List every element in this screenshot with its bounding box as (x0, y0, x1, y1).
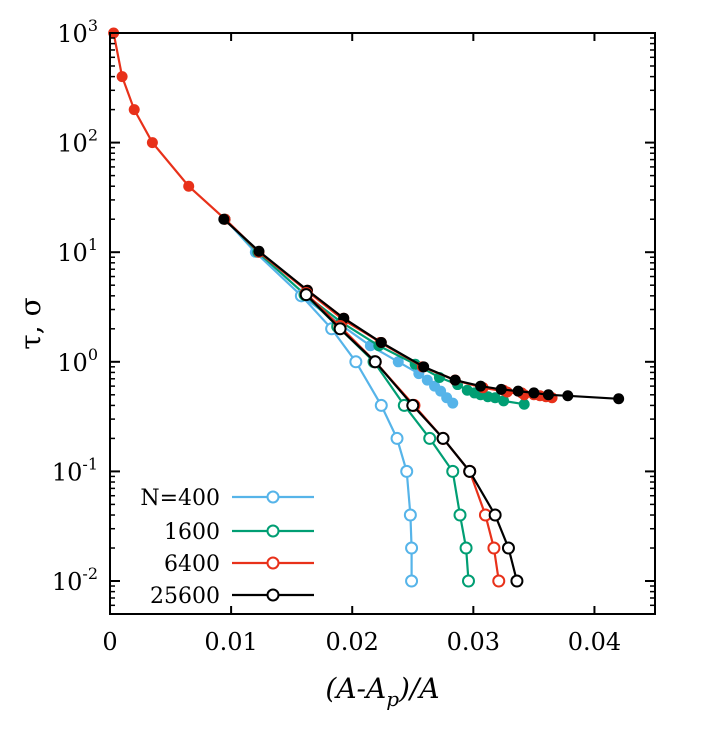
y-axis-title: τ, σ (14, 297, 47, 349)
tau-point (488, 508, 502, 522)
tau-point (406, 398, 420, 412)
tau-point (446, 464, 460, 478)
sigma-point (375, 337, 387, 349)
y-axis-ticks: 10-2 10-1 100 101 102 103 (52, 16, 655, 615)
sigma-point (218, 213, 230, 225)
sigma-point (495, 383, 507, 395)
tau-point (403, 508, 417, 522)
sigma-point (116, 71, 128, 83)
tau-point (510, 574, 524, 588)
sigma-point (447, 397, 459, 409)
tau-point (492, 574, 506, 588)
sigma-point (512, 385, 524, 397)
legend-swatch-marker (266, 588, 280, 602)
tau-point (374, 398, 388, 412)
sigma-point (613, 393, 625, 405)
sigma-point (518, 398, 530, 410)
x-axis-ticks: 0 0.01 0.02 0.03 0.04 (102, 33, 621, 656)
legend: N=400 1600 6400 25600 (140, 486, 314, 609)
tau-point (368, 355, 382, 369)
y-tick-label: 100 (57, 345, 98, 377)
tau-point (459, 541, 473, 555)
tau-point (390, 431, 404, 445)
y-tick-label: 10-2 (52, 564, 98, 596)
sigma-point (146, 137, 158, 149)
x-tick-label: 0 (102, 628, 117, 656)
tau-point (463, 464, 477, 478)
sigma-point (418, 361, 430, 373)
sigma-point (253, 245, 265, 257)
tau-point (400, 464, 414, 478)
y-tick-label: 10-1 (52, 454, 98, 486)
sigma-point (542, 389, 554, 401)
tau-point (405, 574, 419, 588)
tau-point (349, 355, 363, 369)
x-tick-label: 0.01 (204, 628, 257, 656)
tau-point (461, 574, 475, 588)
sigma-point (528, 387, 540, 399)
x-tick-label: 0.04 (568, 628, 621, 656)
y-tick-label: 101 (57, 235, 98, 267)
sigma-point (498, 395, 510, 407)
x-axis-title: (A-Ap)/A (325, 672, 439, 711)
sigma-point (562, 390, 574, 402)
tau-point (501, 541, 515, 555)
legend-label: 1600 (164, 520, 220, 545)
legend-label: N=400 (140, 486, 220, 511)
legend-swatch-marker (266, 556, 280, 570)
sigma-point (392, 356, 404, 368)
sigma-point (421, 374, 433, 386)
sigma-point (128, 104, 140, 116)
y-tick-label: 103 (57, 16, 98, 48)
tau-point (333, 322, 347, 336)
tau-point (436, 431, 450, 445)
sigma-point (475, 380, 487, 392)
sigma-point (489, 392, 501, 404)
tau-point (487, 541, 501, 555)
tau-point (423, 431, 437, 445)
tau-point (299, 288, 313, 302)
sigma-point (183, 180, 195, 192)
tau-point (453, 508, 467, 522)
series-layer (108, 27, 625, 588)
legend-label: 6400 (164, 552, 220, 577)
legend-label: 25600 (150, 584, 220, 609)
x-tick-label: 0.02 (326, 628, 379, 656)
legend-swatch-marker (266, 524, 280, 538)
x-tick-label: 0.03 (447, 628, 500, 656)
legend-swatch-marker (266, 490, 280, 504)
sigma-point (449, 374, 461, 386)
y-tick-label: 102 (57, 126, 98, 158)
plot-frame (109, 32, 656, 615)
tau-point (405, 541, 419, 555)
